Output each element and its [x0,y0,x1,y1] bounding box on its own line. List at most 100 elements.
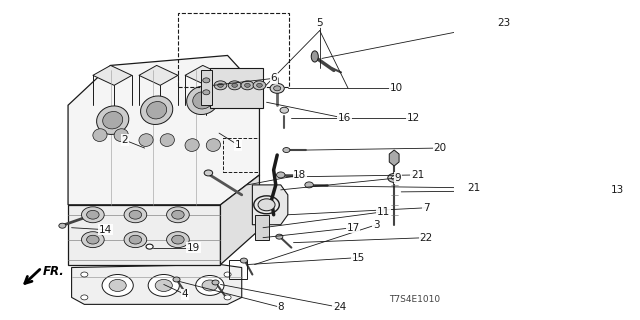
Text: 24: 24 [333,302,346,312]
Circle shape [224,295,231,300]
Circle shape [244,83,250,87]
Ellipse shape [147,101,166,119]
Text: 21: 21 [411,170,424,180]
Text: 22: 22 [419,233,433,243]
Ellipse shape [206,139,221,151]
Circle shape [218,83,223,87]
Circle shape [241,258,248,263]
Text: 13: 13 [611,185,624,195]
Circle shape [274,86,281,91]
Bar [178,13,289,87]
Circle shape [280,107,289,113]
Circle shape [172,235,184,244]
Text: 3: 3 [373,220,380,230]
Circle shape [241,81,254,90]
Text: 6: 6 [270,73,277,83]
Circle shape [270,83,284,93]
Text: 10: 10 [390,83,403,93]
Text: 2: 2 [122,135,128,145]
Circle shape [81,272,88,277]
Circle shape [203,78,210,83]
Text: 5: 5 [316,18,323,28]
Text: 12: 12 [406,113,420,123]
Text: 8: 8 [277,302,284,312]
Circle shape [228,81,241,90]
Circle shape [166,207,189,223]
Circle shape [283,148,290,153]
Circle shape [155,279,172,292]
Circle shape [124,207,147,223]
Text: 16: 16 [338,113,351,123]
Ellipse shape [97,106,129,134]
Circle shape [212,280,219,285]
Polygon shape [202,70,212,105]
Ellipse shape [185,139,199,151]
Circle shape [81,207,104,223]
Circle shape [146,244,153,249]
Polygon shape [252,185,288,225]
Circle shape [124,232,147,248]
Circle shape [214,81,227,90]
Text: T7S4E1010: T7S4E1010 [389,295,440,304]
Circle shape [81,232,104,248]
Ellipse shape [187,86,219,115]
Circle shape [196,276,224,295]
Text: 17: 17 [346,223,360,233]
Circle shape [172,210,184,219]
Circle shape [258,199,275,211]
Polygon shape [220,175,259,265]
Circle shape [203,90,210,95]
Polygon shape [389,150,399,166]
Text: 11: 11 [377,207,390,217]
Circle shape [305,182,314,188]
Polygon shape [139,65,178,85]
Text: 20: 20 [434,143,447,153]
Circle shape [166,232,189,248]
Text: 21: 21 [468,183,481,193]
Circle shape [224,272,231,277]
Ellipse shape [141,96,173,124]
Text: 18: 18 [293,170,307,180]
Text: 4: 4 [182,289,188,300]
Polygon shape [68,55,259,205]
Text: 9: 9 [394,173,401,183]
Text: 23: 23 [497,18,511,28]
Ellipse shape [93,129,107,141]
Polygon shape [185,65,224,85]
Text: 15: 15 [352,252,365,263]
Polygon shape [93,65,132,85]
Circle shape [102,275,133,296]
Circle shape [232,83,237,87]
Circle shape [129,235,141,244]
Circle shape [129,210,141,219]
Circle shape [148,275,179,296]
Circle shape [276,234,283,239]
Circle shape [253,81,266,90]
Text: FR.: FR. [44,265,65,278]
Polygon shape [68,205,220,265]
Circle shape [86,235,99,244]
Polygon shape [210,68,263,108]
Circle shape [257,83,262,87]
Circle shape [59,223,66,228]
Polygon shape [255,215,269,240]
Polygon shape [72,265,242,304]
Circle shape [81,295,88,300]
Ellipse shape [114,129,129,141]
Circle shape [202,280,218,291]
Circle shape [204,170,212,176]
Ellipse shape [102,111,123,129]
Circle shape [391,176,397,180]
Text: 14: 14 [99,225,112,235]
Ellipse shape [311,51,318,62]
Circle shape [173,277,180,282]
Ellipse shape [193,92,212,109]
Circle shape [388,173,401,182]
Text: 19: 19 [187,243,200,252]
Circle shape [109,279,126,292]
Ellipse shape [139,134,153,147]
Text: 1: 1 [235,140,241,150]
Circle shape [276,172,285,178]
Text: 7: 7 [423,203,429,213]
Bar [223,138,259,172]
